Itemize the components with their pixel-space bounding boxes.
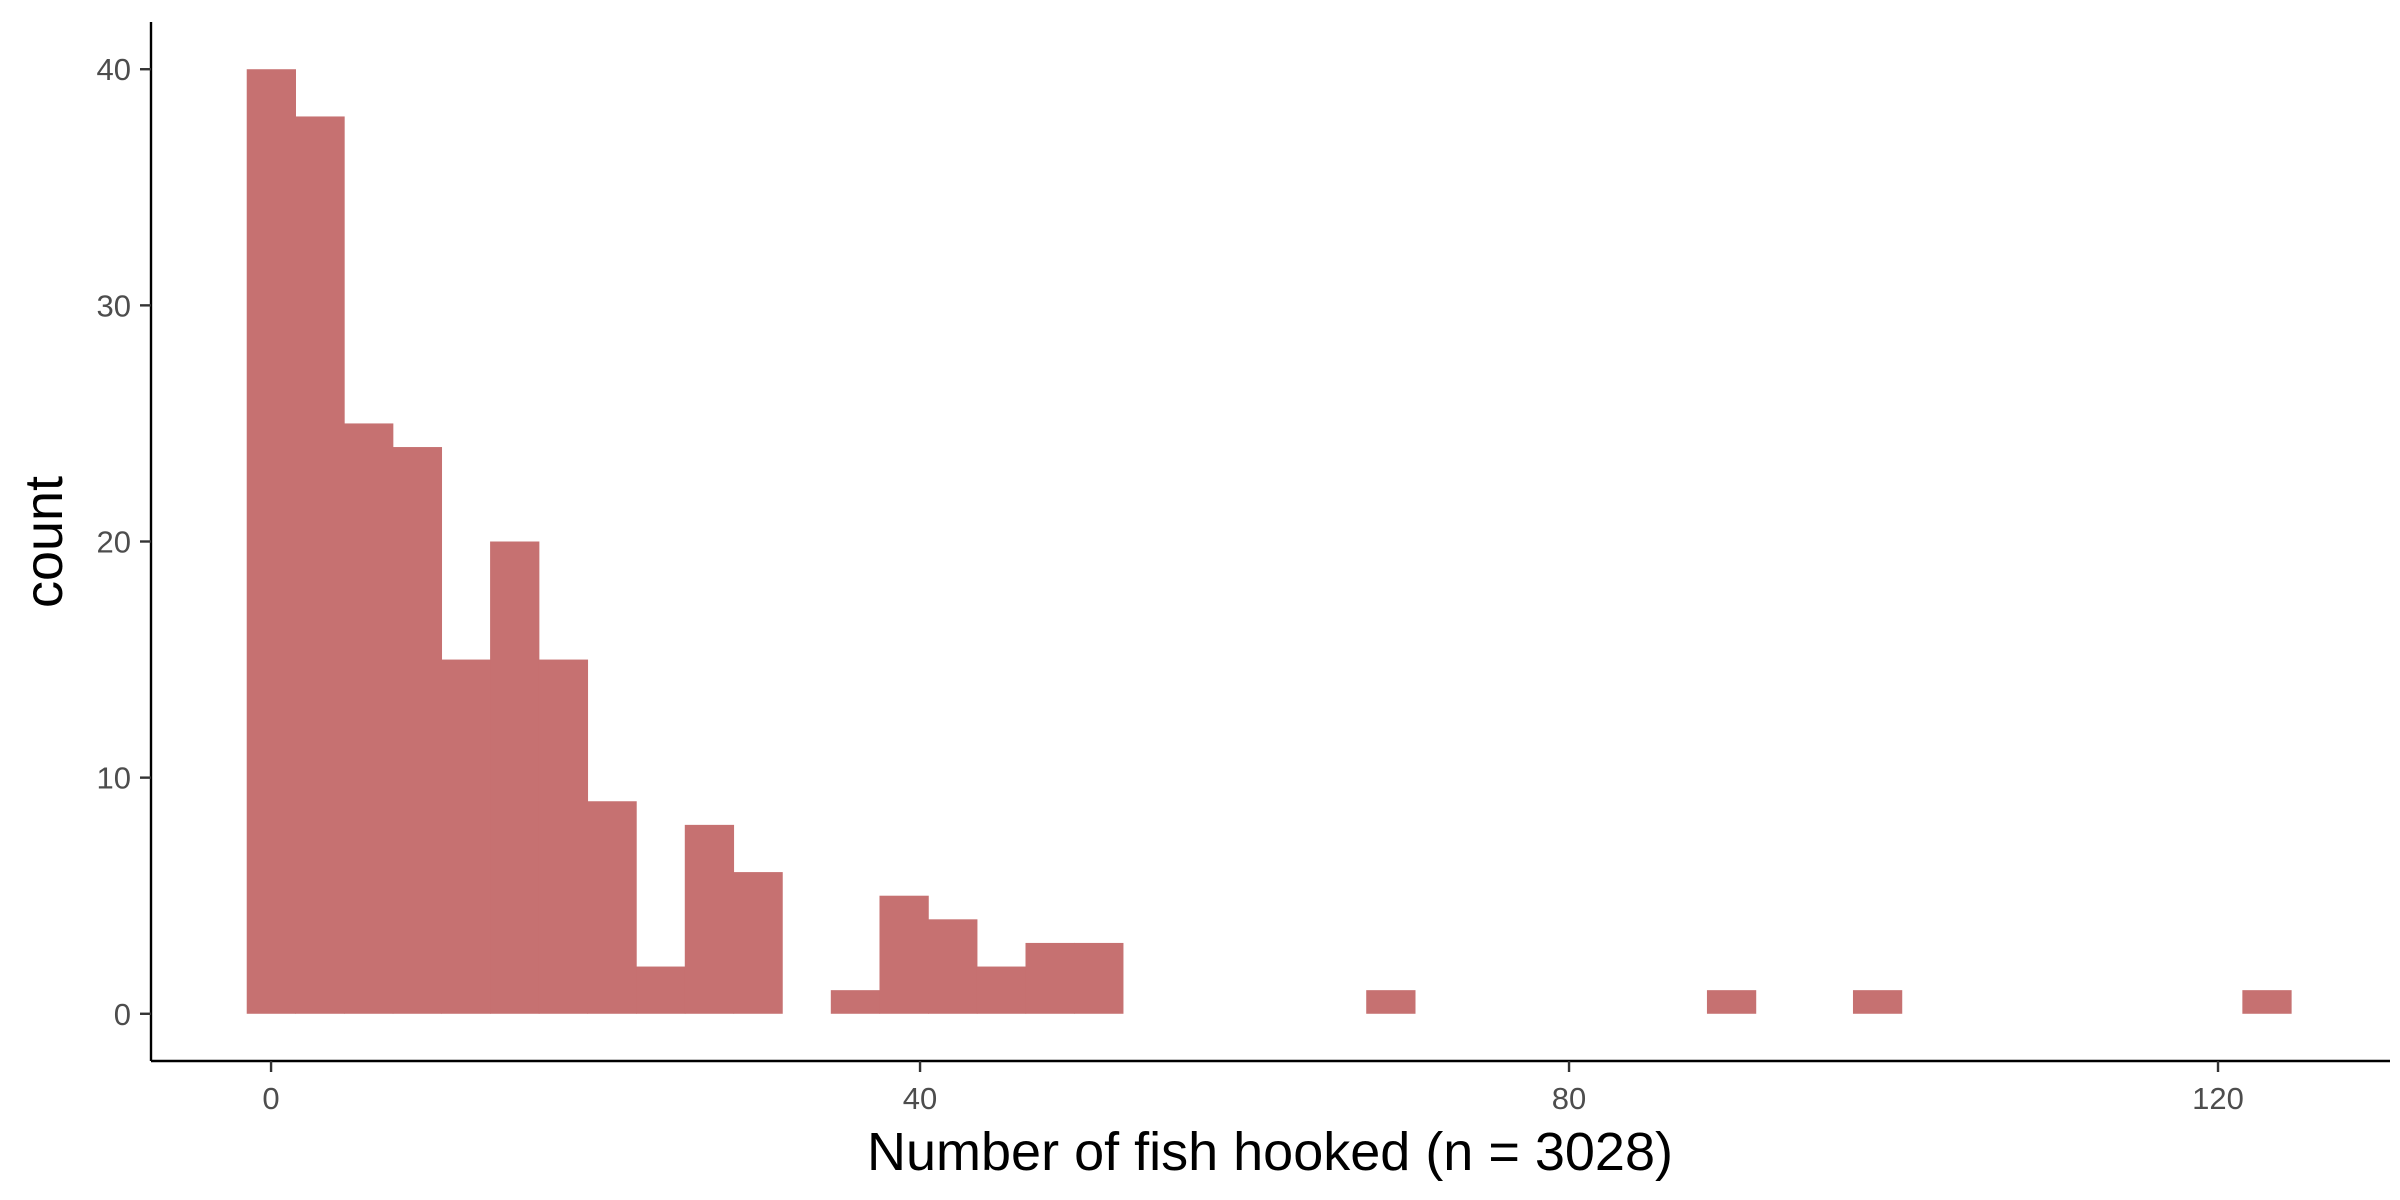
y-tick-label: 10 <box>97 761 131 796</box>
histogram-bar-19 <box>1706 990 1757 1014</box>
histogram-bar-2 <box>344 423 394 1014</box>
x-tick-label: 80 <box>1552 1081 1586 1116</box>
histogram-bar-3 <box>392 447 443 1014</box>
histogram-bar-9 <box>684 824 735 1014</box>
x-tick-label: 120 <box>2192 1081 2244 1116</box>
histogram-bar-20 <box>1852 990 1903 1014</box>
histogram-bars <box>246 69 2292 1014</box>
histogram-bar-14 <box>928 919 978 1014</box>
histogram-bar-17 <box>1074 942 1124 1014</box>
histogram-bar-12 <box>830 990 881 1014</box>
y-axis-ticks: 0 10 20 30 40 <box>97 52 151 1032</box>
histogram-bar-7 <box>587 801 637 1014</box>
y-axis-title: count <box>14 476 74 608</box>
x-axis-ticks: 0 40 80 120 <box>262 1061 2244 1116</box>
histogram-bar-16 <box>1025 942 1075 1014</box>
histogram-bar-4 <box>441 659 491 1014</box>
histogram-bar-6 <box>538 659 589 1014</box>
x-axis-title: Number of fish hooked (n = 3028) <box>867 1122 1673 1182</box>
y-tick-label: 40 <box>97 52 131 87</box>
histogram-bar-13 <box>879 895 929 1014</box>
y-tick-label: 0 <box>114 997 131 1032</box>
histogram-bar-18 <box>1366 990 1416 1014</box>
y-tick-label: 20 <box>97 525 131 560</box>
histogram-bar-10 <box>733 872 783 1014</box>
histogram-bar-5 <box>490 541 540 1014</box>
histogram-bar-0 <box>246 69 296 1014</box>
histogram-bar-8 <box>636 966 686 1014</box>
x-tick-label: 40 <box>903 1081 937 1116</box>
x-tick-label: 0 <box>262 1081 279 1116</box>
histogram-bar-21 <box>2242 990 2292 1014</box>
histogram-bar-1 <box>295 116 345 1014</box>
y-tick-label: 30 <box>97 288 131 323</box>
histogram-bar-15 <box>976 966 1027 1014</box>
